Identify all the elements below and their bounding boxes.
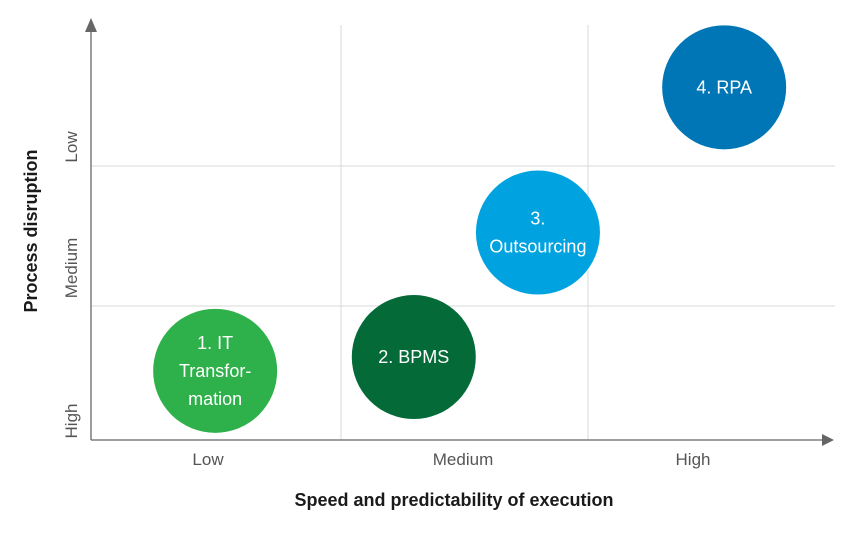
y-tick-high: High bbox=[62, 404, 81, 439]
axes bbox=[90, 30, 822, 441]
bubble-2-label-line-1: 2. BPMS bbox=[378, 347, 449, 367]
x-axis-title: Speed and predictability of execution bbox=[294, 490, 613, 510]
bubble-1-label-line-3: mation bbox=[188, 389, 242, 409]
bubble-1-label-line-2: Transfor- bbox=[179, 361, 251, 381]
x-tick-medium: Medium bbox=[433, 450, 493, 469]
bubble-4 bbox=[662, 25, 787, 150]
y-axis-title: Process disruption bbox=[21, 149, 41, 312]
bubble-3-label-line-2: Outsourcing bbox=[489, 237, 586, 257]
y-axis-arrow bbox=[85, 18, 97, 32]
x-tick-low: Low bbox=[192, 450, 224, 469]
bubble-3 bbox=[475, 170, 600, 295]
y-tick-medium: Medium bbox=[62, 238, 81, 298]
bubble-3-label-line-1: 3. bbox=[530, 209, 545, 229]
gridlines bbox=[91, 25, 835, 440]
y-tick-low: Low bbox=[62, 131, 81, 163]
x-tick-high: High bbox=[676, 450, 711, 469]
x-axis-arrow bbox=[822, 434, 834, 446]
bubbles-group: 1. IT Transfor-mation 2. BPMS 3. Outsourcing… bbox=[153, 25, 787, 433]
bubble-2 bbox=[351, 295, 476, 420]
bubble-4-label-line-1: 4. RPA bbox=[696, 77, 752, 97]
bubble-1-label-line-1: 1. IT bbox=[197, 333, 233, 353]
bubble-1 bbox=[153, 308, 278, 433]
